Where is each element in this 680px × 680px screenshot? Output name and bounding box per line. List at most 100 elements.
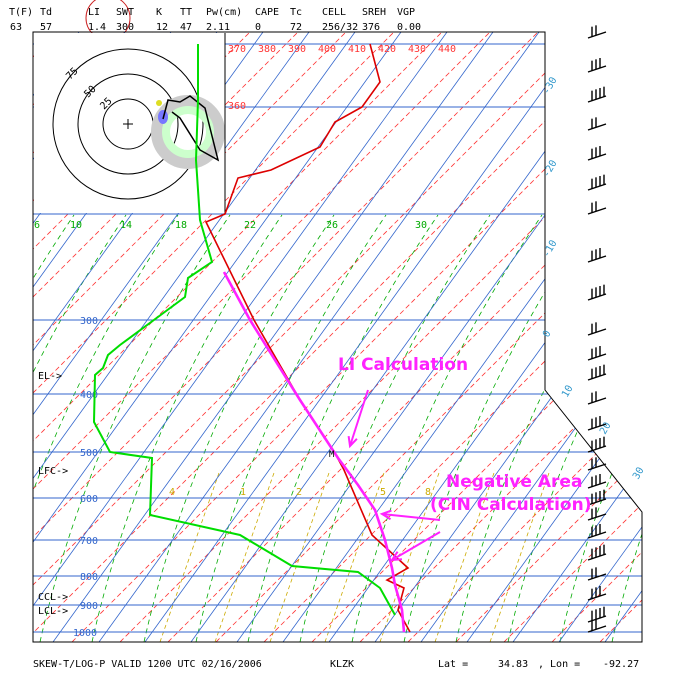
level-label-lcl: LCL-> <box>38 606 68 617</box>
level-label-el: EL-> <box>38 371 62 382</box>
annotation-arrowhead-2 <box>390 551 403 562</box>
wind-barb-staff <box>587 207 607 215</box>
dry-adiabat <box>71 32 642 642</box>
wind-barb <box>587 346 607 361</box>
wind-barb <box>587 248 607 263</box>
wind-barb <box>587 586 607 601</box>
wind-barb <box>587 201 607 215</box>
theta-e-label: 430 <box>408 44 426 55</box>
header-value-2: 1.4 <box>88 22 106 33</box>
moist-adiabat <box>0 215 22 642</box>
storm-motion-yellow-marker <box>156 100 162 106</box>
mixing-ratio-label: 2 <box>296 487 302 498</box>
wind-barb-staff <box>587 513 607 521</box>
footer-lat-label: Lat = <box>438 659 468 670</box>
dry-adiabat <box>359 32 642 642</box>
mixing-ratio-label: 4 <box>169 487 175 498</box>
trace-temperature <box>204 43 411 633</box>
isotherm-label: -10 <box>541 238 560 259</box>
mixing-ratio-line <box>434 469 496 642</box>
header-value-4: 12 <box>156 22 168 33</box>
hodograph-trace <box>162 95 220 162</box>
plot-border <box>32 31 643 643</box>
wind-barb <box>587 25 607 39</box>
moist-adiabat <box>299 214 491 642</box>
isotherm-label: 10 <box>560 384 576 400</box>
annotation-arrowhead-0 <box>347 435 358 449</box>
wind-barbs-column <box>587 25 607 633</box>
dry-adiabat <box>33 32 581 642</box>
cin-label-line1: Negative Area <box>446 472 582 492</box>
header-value-6: 2.11 <box>206 22 230 33</box>
wind-barb <box>587 416 607 431</box>
header-label-8: Tc <box>290 7 302 18</box>
header-value-8: 72 <box>290 22 302 33</box>
theta-e-label: 390 <box>288 44 306 55</box>
header-label-9: CELL <box>322 7 346 18</box>
moist-adiabat <box>611 214 642 642</box>
wind-barb-staff <box>587 498 607 506</box>
isotherm-line <box>190 32 632 642</box>
pressure-label-600: 600 <box>80 494 98 505</box>
hodograph-ring <box>77 73 179 175</box>
isotherm-line <box>33 32 34 642</box>
storm-motion-gray-ring <box>151 95 225 169</box>
wind-barb <box>587 489 607 506</box>
header-value-7: 0 <box>255 22 261 33</box>
wind-barb <box>587 322 607 336</box>
dry-adiabat <box>648 0 680 642</box>
wind-barb <box>587 174 607 191</box>
wind-barb-staff <box>587 328 607 336</box>
moist-adiabat-label: 14 <box>120 220 132 231</box>
mixing-ratio-label: 1 <box>240 487 246 498</box>
isotherm-line <box>328 32 642 642</box>
moist-adiabat <box>559 214 642 642</box>
mixing-ratio-line <box>489 469 551 642</box>
moist-adiabat <box>351 214 543 642</box>
header-value-9: 256/32 <box>322 22 358 33</box>
moist-adiabat-label: 18 <box>175 220 187 231</box>
annotation-arrow-0 <box>349 389 369 447</box>
isotherm-label: -30 <box>541 75 560 96</box>
annotation-arrow-1 <box>381 513 441 521</box>
dry-adiabat <box>455 32 642 642</box>
isotherm-line <box>236 32 642 642</box>
mixing-ratio-line <box>324 469 386 642</box>
storm-motion-green-ring <box>162 106 214 158</box>
isotherm-label: 0 <box>541 329 554 340</box>
dry-adiabat <box>33 32 437 642</box>
moist-adiabat-label: 6 <box>34 220 40 231</box>
pressure-label-300: 300 <box>80 316 98 327</box>
wind-barb-staff <box>587 31 607 39</box>
mixing-ratio-line <box>269 469 331 642</box>
wind-barb-staff <box>587 625 607 633</box>
dry-adiabat <box>33 32 389 642</box>
isotherm-line <box>558 32 642 642</box>
footer-lon-label: , Lon = <box>538 659 580 670</box>
wind-barb <box>587 544 607 561</box>
dry-adiabat <box>599 32 642 642</box>
wind-barb-staff <box>587 397 607 405</box>
header-value-10: 376 <box>362 22 380 33</box>
header-label-0: T(F) <box>9 7 33 18</box>
wind-barb <box>587 619 607 633</box>
mixing-ratio-line <box>379 469 441 642</box>
wind-barb <box>587 58 607 73</box>
footer-lon-value: -92.27 <box>603 659 639 670</box>
wind-barb <box>587 457 607 471</box>
pressure-label-900: 900 <box>80 601 98 612</box>
sounding-traces: M <box>92 43 411 633</box>
wind-barb-staff <box>587 481 607 489</box>
wind-barb <box>587 391 607 405</box>
dry-adiabat <box>33 32 533 642</box>
isotherm-line <box>33 32 310 642</box>
wind-barb-staff <box>587 65 607 73</box>
moist-adiabat-label: 26 <box>326 220 338 231</box>
wind-barb <box>587 606 607 623</box>
header-label-2: LI <box>88 7 100 18</box>
hodograph-bg <box>34 33 225 213</box>
wind-barb-staff <box>587 593 607 601</box>
theta-e-label: 400 <box>318 44 336 55</box>
wind-barb <box>587 524 607 539</box>
